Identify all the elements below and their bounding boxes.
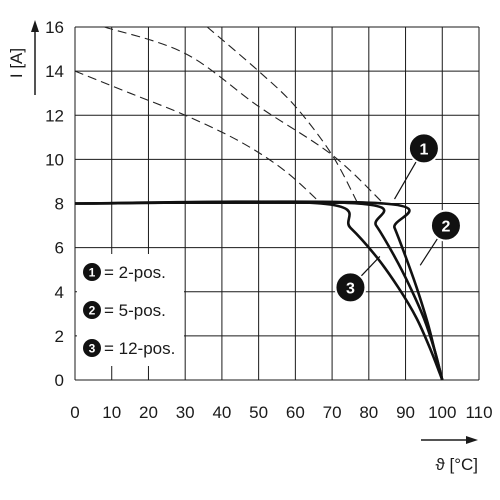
x-tick-label-4: 40 <box>212 403 231 422</box>
y-tick-label-6: 12 <box>45 106 64 125</box>
y-tick-labels: 0 2 4 6 8 10 12 14 16 <box>45 18 64 390</box>
y-tick-label-2: 4 <box>55 283 64 302</box>
callout-badge-3 <box>334 271 367 304</box>
x-tick-label-2: 20 <box>139 403 158 422</box>
callout-badge-label-1: 1 <box>419 141 428 158</box>
legend-entry-3: = 12-pos. <box>104 339 175 358</box>
x-axis-title-group: ϑ [°C] <box>421 436 478 474</box>
legend-entry-2: = 5-pos. <box>104 301 166 320</box>
callout-badge-1 <box>407 132 440 165</box>
legend-badge-2 <box>83 301 101 319</box>
x-axis-title: ϑ [°C] <box>435 455 478 474</box>
y-tick-label-0: 0 <box>55 371 64 390</box>
y-tick-label-7: 14 <box>45 62 64 81</box>
x-tick-label-0: 0 <box>70 403 79 422</box>
x-tick-label-8: 80 <box>359 403 378 422</box>
x-tick-labels: 0 10 20 30 40 50 60 70 80 90 100 110 <box>70 403 492 422</box>
y-axis-arrow-head <box>31 20 39 32</box>
x-tick-label-10: 100 <box>428 403 456 422</box>
legend-entry-1: = 2-pos. <box>104 263 166 282</box>
dashed-curves <box>74 26 384 204</box>
legend-badge-3 <box>83 339 101 357</box>
x-tick-label-9: 90 <box>396 403 415 422</box>
legend-badge-1 <box>83 263 101 281</box>
x-tick-label-11: 110 <box>465 403 492 422</box>
dashed-curve-2 <box>206 26 359 204</box>
legend-badge-label-3: 3 <box>89 342 96 356</box>
legend: 1 = 2-pos. 2 = 5-pos. 3 = 12-pos. <box>77 254 184 366</box>
callout-badge-2 <box>429 209 462 242</box>
x-tick-label-5: 50 <box>249 403 268 422</box>
x-tick-label-7: 70 <box>323 403 342 422</box>
y-axis-title: I [A] <box>7 48 26 78</box>
callout-badge-label-3: 3 <box>346 280 355 297</box>
callout-badge-label-2: 2 <box>441 219 450 236</box>
solid-curves <box>74 200 444 381</box>
legend-badge-label-2: 2 <box>89 304 96 318</box>
y-tick-label-1: 2 <box>55 327 64 346</box>
y-axis-title-group: I [A] <box>7 20 39 95</box>
callouts: 1 2 3 <box>334 132 462 304</box>
x-tick-label-3: 30 <box>176 403 195 422</box>
grid <box>74 26 480 381</box>
x-tick-label-6: 60 <box>286 403 305 422</box>
y-tick-label-4: 8 <box>55 195 64 214</box>
y-tick-label-3: 6 <box>55 239 64 258</box>
x-axis-arrow-head <box>466 436 478 444</box>
y-tick-label-5: 10 <box>45 150 64 169</box>
dashed-curve-1 <box>104 26 384 204</box>
y-tick-label-8: 16 <box>45 18 64 37</box>
x-tick-label-1: 10 <box>102 403 121 422</box>
series-line-3 <box>74 200 444 381</box>
legend-badge-label-1: 1 <box>89 266 96 280</box>
